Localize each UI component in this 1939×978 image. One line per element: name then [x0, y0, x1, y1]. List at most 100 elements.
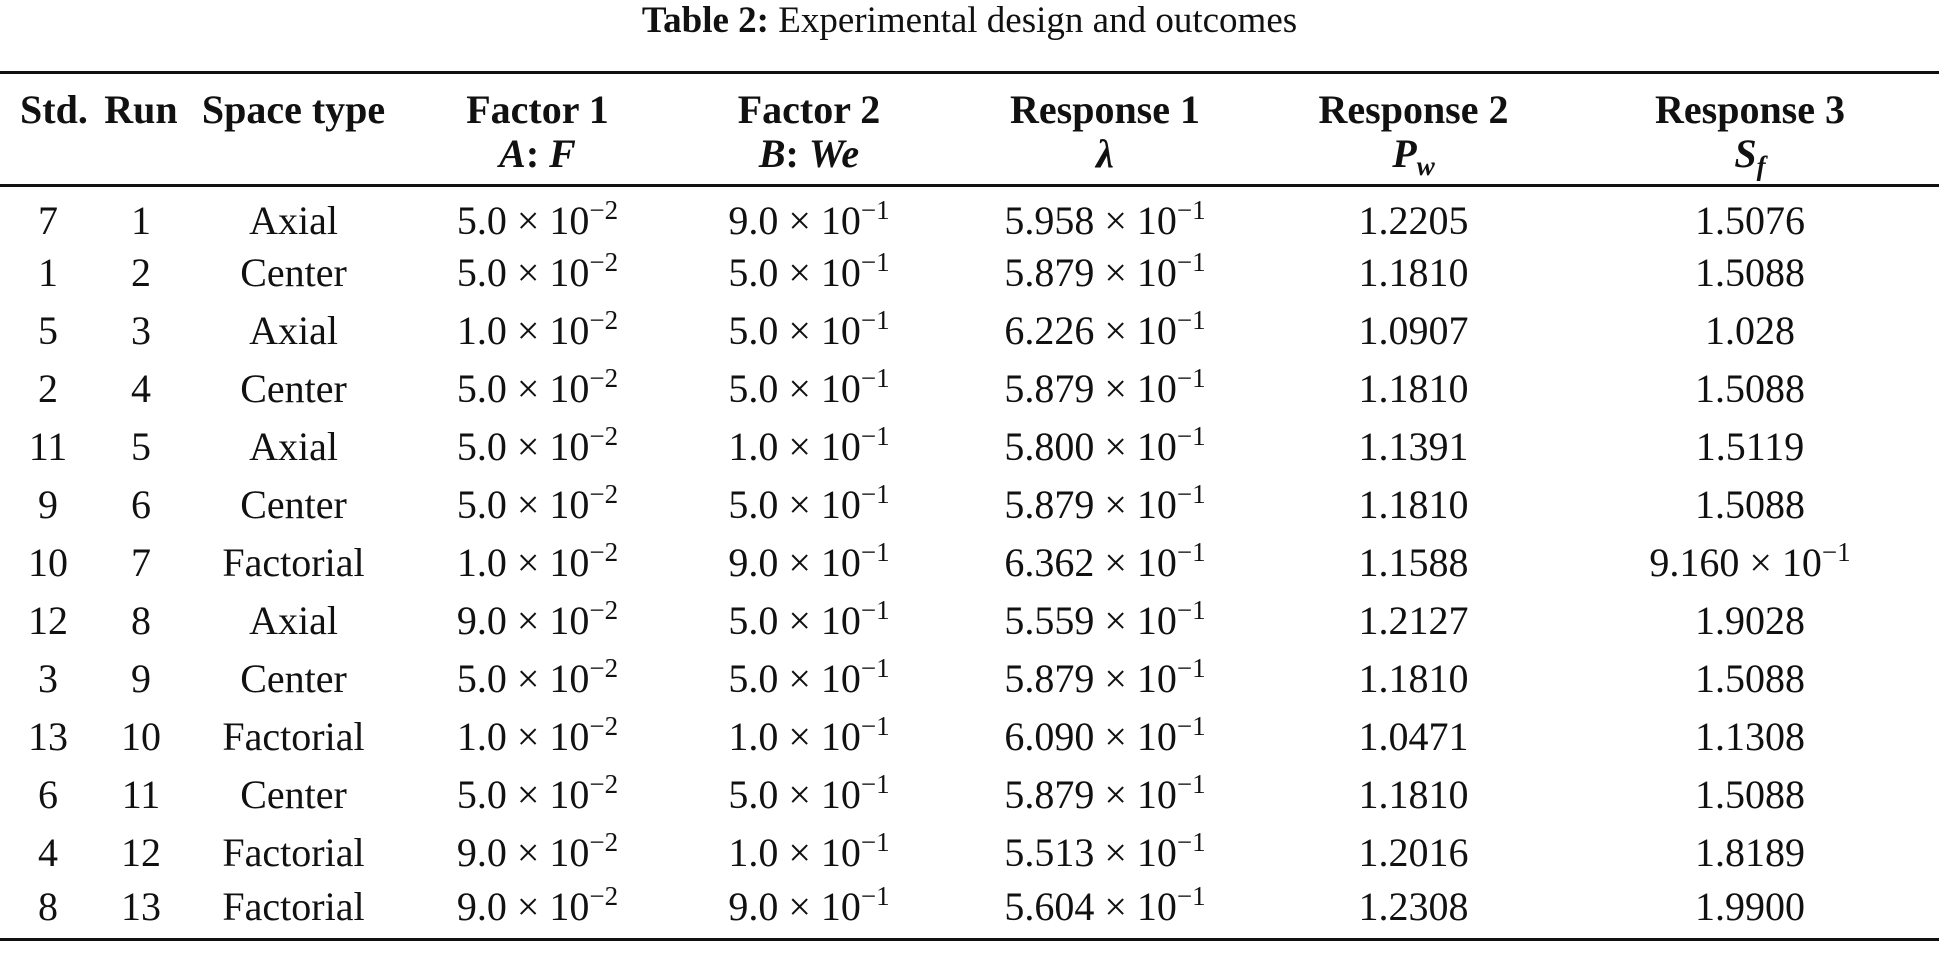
cell-std: 5: [38, 307, 58, 353]
cell-run: 13: [96, 881, 186, 941]
header-factor-1: Factor 1: [401, 71, 674, 130]
header-row-top: Std. Run Space type Factor 1 Factor 2 Re…: [0, 71, 1939, 130]
cell-space-type: Axial: [249, 423, 338, 469]
table-row: 10 7 Factorial 1.0 × 10−2 9.0 × 10−1 6.362 × …: [0, 534, 1939, 592]
header-response-3: Response 3: [1561, 71, 1939, 130]
cell-factor-2: 9.0 × 10−1: [674, 881, 944, 941]
cell-std: 13: [28, 713, 68, 759]
cell-space-type: Factorial: [222, 829, 365, 875]
cell-response-3: 1.5088: [1695, 249, 1805, 295]
cell-std: 12: [28, 597, 68, 643]
cell-response-1: 6.362 × 10−1: [1004, 536, 1206, 585]
experimental-design-table: Std. Run Space type Factor 1 Factor 2 Re…: [0, 71, 1939, 941]
cell-response-3: 1.9900: [1561, 881, 1939, 941]
cell-factor-2: 9.0 × 10−1: [728, 536, 890, 585]
cell-space-type: Center: [240, 481, 347, 527]
cell-run: 9: [131, 655, 151, 701]
cell-response-3: 1.8189: [1695, 829, 1805, 875]
cell-response-2: 1.0471: [1358, 713, 1469, 759]
cell-factor-2: 1.0 × 10−1: [728, 826, 890, 875]
cell-response-3: 1.5088: [1695, 655, 1805, 701]
cell-response-2: 1.1588: [1358, 539, 1469, 585]
cell-response-3: 9.160 × 10−1: [1649, 536, 1851, 585]
cell-factor-2: 9.0 × 10−1: [728, 195, 890, 244]
header-run: Run: [96, 71, 186, 130]
cell-response-3: 1.5088: [1695, 771, 1805, 817]
cell-run: 6: [131, 481, 151, 527]
table-row: 3 9 Center 5.0 × 10−2 5.0 × 10−1 5.879 × 10−1…: [0, 650, 1939, 708]
table-row: 2 4 Center 5.0 × 10−2 5.0 × 10−1 5.879 × 10−1…: [0, 360, 1939, 418]
table-caption: Table 2: Experimental design and outcome…: [0, 0, 1939, 42]
cell-run: 5: [131, 423, 151, 469]
cell-space-type: Factorial: [222, 539, 365, 585]
cell-response-1: 5.879 × 10−1: [1004, 768, 1206, 817]
cell-factor-1: 5.0 × 10−2: [456, 362, 619, 411]
cell-std: 2: [38, 365, 58, 411]
cell-std: 6: [38, 771, 58, 817]
symbol-response-2: Pw: [1266, 130, 1561, 187]
table-row: 8 13 Factorial 9.0 × 10−2 9.0 × 10−1 5.604 × …: [0, 881, 1939, 941]
cell-factor-2: 1.0 × 10−1: [728, 710, 890, 759]
table-row: 4 12 Factorial 9.0 × 10−2 1.0 × 10−1 5.513 × …: [0, 824, 1939, 882]
cell-run: 4: [131, 365, 151, 411]
cell-factor-2: 5.0 × 10−1: [728, 304, 890, 353]
header-response-2: Response 2: [1266, 71, 1561, 130]
symbol-response-3: Sf: [1561, 130, 1939, 187]
table-row: 1 2 Center 5.0 × 10−2 5.0 × 10−1 5.879 × 10−1…: [0, 244, 1939, 302]
header-space-type: Space type: [186, 71, 401, 130]
header-response-1: Response 1: [944, 71, 1266, 130]
cell-response-3: 1.9028: [1695, 597, 1805, 643]
cell-space-type: Factorial: [186, 881, 401, 941]
cell-std: 9: [38, 481, 58, 527]
cell-space-type: Center: [240, 365, 347, 411]
cell-run: 2: [131, 249, 151, 295]
header-row-symbols: A: F B: We λ Pw Sf: [0, 130, 1939, 187]
cell-run: 12: [121, 829, 161, 875]
cell-space-type: Center: [240, 249, 347, 295]
cell-response-2: 1.1810: [1358, 771, 1469, 817]
symbol-factor-1: A: F: [401, 130, 674, 187]
cell-std: 10: [28, 539, 68, 585]
cell-response-2: 1.1810: [1358, 249, 1469, 295]
cell-response-2: 1.1391: [1358, 423, 1469, 469]
cell-response-2: 1.0907: [1358, 307, 1469, 353]
cell-factor-2: 5.0 × 10−1: [728, 594, 890, 643]
cell-space-type: Axial: [249, 597, 338, 643]
cell-factor-1: 5.0 × 10−2: [456, 652, 619, 701]
cell-std: 11: [28, 423, 68, 469]
cell-factor-2: 5.0 × 10−1: [728, 768, 890, 817]
cell-response-1: 5.559 × 10−1: [1004, 594, 1206, 643]
cell-response-1: 5.958 × 10−1: [1004, 195, 1206, 244]
cell-factor-1: 1.0 × 10−2: [456, 304, 619, 353]
cell-space-type: Center: [240, 771, 347, 817]
header-std: Std.: [0, 71, 96, 130]
cell-factor-2: 1.0 × 10−1: [728, 420, 890, 469]
table-row: 6 11 Center 5.0 × 10−2 5.0 × 10−1 5.879 × 10−…: [0, 766, 1939, 824]
cell-factor-1: 1.0 × 10−2: [456, 536, 619, 585]
cell-response-2: 1.2127: [1358, 597, 1469, 643]
cell-response-1: 5.879 × 10−1: [1004, 246, 1206, 295]
cell-space-type: Axial: [249, 307, 338, 353]
symbol-response-1: λ: [944, 130, 1266, 187]
cell-factor-2: 5.0 × 10−1: [728, 652, 890, 701]
cell-factor-1: 5.0 × 10−2: [456, 246, 619, 295]
cell-response-1: 6.090 × 10−1: [1004, 710, 1206, 759]
cell-response-1: 5.513 × 10−1: [1004, 826, 1206, 875]
cell-space-type: Axial: [249, 198, 338, 244]
cell-response-1: 6.226 × 10−1: [1004, 304, 1206, 353]
table-row: 11 5 Axial 5.0 × 10−2 1.0 × 10−1 5.800 × 10−1…: [0, 418, 1939, 476]
cell-response-1: 5.604 × 10−1: [944, 881, 1266, 941]
cell-response-2: 1.1810: [1358, 655, 1469, 701]
cell-run: 11: [121, 771, 161, 817]
table-row: 7 1 Axial 5.0 × 10−2 9.0 × 10−1 5.958 × 10−1 1…: [0, 186, 1939, 244]
cell-factor-1: 5.0 × 10−2: [456, 420, 619, 469]
cell-factor-2: 5.0 × 10−1: [728, 246, 890, 295]
cell-run: 1: [131, 198, 151, 244]
cell-response-3: 1.5119: [1695, 423, 1805, 469]
cell-response-1: 5.800 × 10−1: [1004, 420, 1206, 469]
cell-response-3: 1.5076: [1695, 198, 1805, 244]
table-row: 12 8 Axial 9.0 × 10−2 5.0 × 10−1 5.559 × 10−1…: [0, 592, 1939, 650]
cell-response-2: 1.2308: [1266, 881, 1561, 941]
cell-factor-2: 5.0 × 10−1: [728, 362, 890, 411]
